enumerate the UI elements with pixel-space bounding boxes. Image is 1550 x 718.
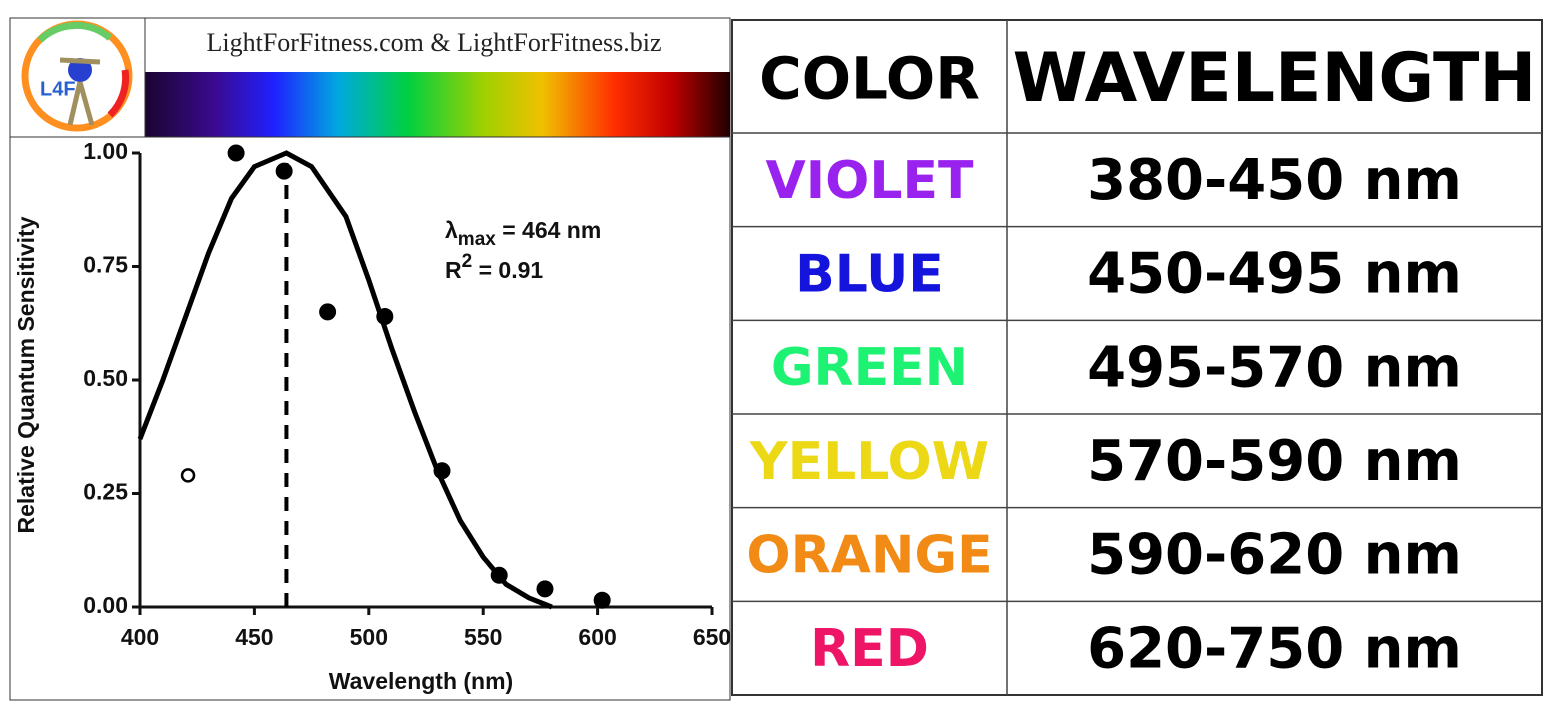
color-name: GREEN (771, 338, 968, 398)
x-tick-label: 600 (578, 624, 616, 650)
wavelength-range: 570-590 nm (1087, 429, 1462, 494)
wavelength-range: 590-620 nm (1087, 523, 1462, 588)
annotation-subscript: max (458, 229, 496, 250)
data-point (593, 591, 611, 609)
color-name: VIOLET (766, 151, 974, 211)
annotation: λmax = 464 nm (445, 217, 601, 250)
data-point (376, 307, 394, 325)
site-title: LightForFitness.com & LightForFitness.bi… (206, 28, 661, 57)
table-header: COLOR (759, 45, 980, 113)
x-axis-title: Wavelength (nm) (329, 668, 513, 694)
table-frame (731, 19, 1543, 696)
spectrum-bar (145, 72, 730, 137)
data-point (319, 303, 337, 321)
wavelength-range: 620-750 nm (1087, 616, 1462, 681)
x-tick-label: 400 (121, 624, 159, 650)
x-tick-label: 550 (464, 624, 502, 650)
annotation-text: = 0.91 (472, 257, 543, 283)
y-tick-label: 0.75 (83, 252, 128, 278)
logo-text: L4F (40, 78, 76, 100)
y-tick-label: 1.00 (83, 138, 128, 164)
color-name: ORANGE (746, 526, 992, 586)
x-tick-label: 650 (693, 624, 731, 650)
data-point (227, 144, 245, 162)
y-tick-label: 0.50 (83, 365, 128, 391)
color-name: BLUE (795, 245, 944, 305)
y-tick-label: 0.00 (83, 592, 128, 618)
wavelength-range: 450-495 nm (1087, 242, 1462, 307)
color-name: YELLOW (749, 432, 989, 492)
table-header: WAVELENGTH (1013, 39, 1537, 118)
left-panel (9, 17, 731, 701)
data-point (275, 162, 293, 180)
annotation-superscript: 2 (462, 251, 473, 272)
x-tick-label: 450 (235, 624, 273, 650)
y-tick-label: 0.25 (83, 479, 128, 505)
wavelength-range: 495-570 nm (1087, 335, 1462, 400)
data-point (536, 580, 554, 598)
data-point (433, 462, 451, 480)
fit-curve (137, 150, 553, 610)
data-point (180, 468, 196, 483)
annotation-symbol: λ (445, 217, 458, 243)
y-axis-title: Relative Quantum Sensitivity (13, 216, 39, 533)
annotation-symbol: R (445, 257, 462, 283)
x-tick-label: 500 (350, 624, 388, 650)
annotation-text: = 464 nm (496, 217, 601, 243)
wavelength-range: 380-450 nm (1087, 148, 1462, 213)
chart: 0.00 0.25 0.50 0.75 1.00 400 450 500 550 600 650 Wa… (13, 138, 731, 694)
annotation: R2 = 0.91 (445, 251, 543, 283)
logo: L4F (21, 20, 133, 132)
table: COLOR WAVELENGTH VIOLET 380-450 nm BLUE 450-4… (732, 20, 1542, 695)
data-point (490, 566, 508, 584)
color-name: RED (810, 619, 929, 679)
